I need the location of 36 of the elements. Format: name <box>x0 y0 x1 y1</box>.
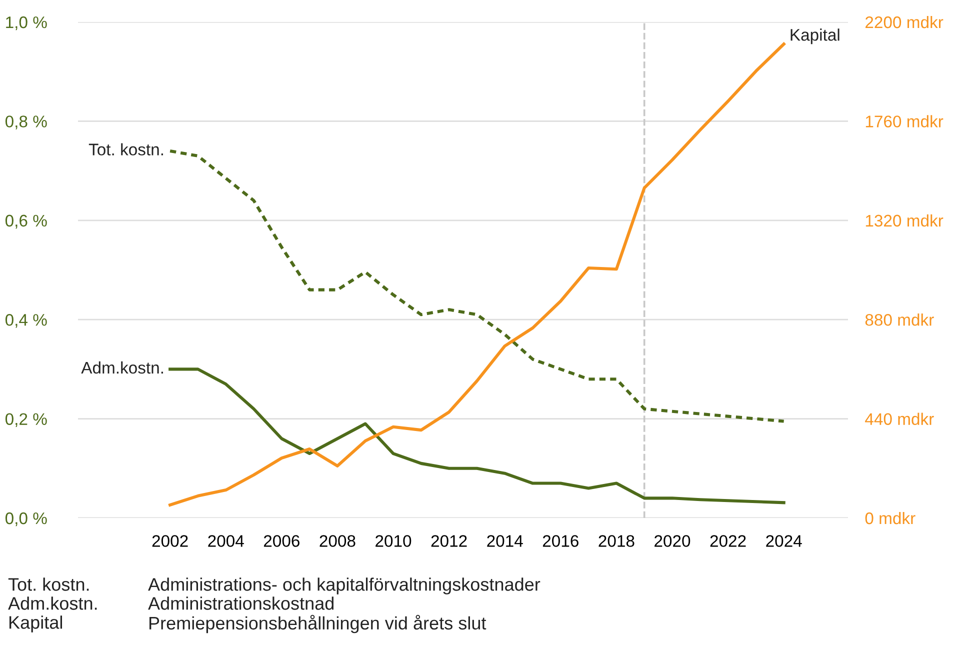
text: Adm.kostn. <box>8 596 97 610</box>
x-tick-label: 2008 <box>320 535 356 547</box>
y2-tick-label: 0 mdkr <box>865 512 916 524</box>
y-tick-label: 0,8 % <box>5 116 47 130</box>
x-tick-label: 2010 <box>376 535 412 547</box>
y2-tick-label: 1760 mdkr <box>866 115 944 128</box>
text: Administrationskostnad <box>148 596 334 610</box>
x-tick-label: 2002 <box>152 535 188 547</box>
x-tick-label: 2022 <box>710 535 746 547</box>
x-tick-label: 2016 <box>542 535 578 547</box>
y-tick-label: 0,4 % <box>5 314 47 328</box>
series-label: Adm.kostn. <box>81 361 163 374</box>
line-series <box>168 42 786 506</box>
x-tick-label: 2004 <box>208 535 244 547</box>
y2-tick-label: 1320 mdkr <box>866 214 944 227</box>
text: Administrations- och kapitalförvaltningskostnader <box>148 578 540 594</box>
x-tick-label: 2012 <box>431 535 467 547</box>
y-tick-label: 0,6 % <box>5 214 47 229</box>
text: Kapital <box>9 616 62 632</box>
x-tick-label: 2018 <box>598 535 634 547</box>
series-label: Tot. kostn. <box>88 143 163 156</box>
y-tick-label: 1,0 % <box>6 16 47 30</box>
y2-tick-label: 2200 mdkr <box>866 16 944 28</box>
y-tick-label: 0,2 % <box>5 413 47 427</box>
series-label: Kapital <box>790 28 840 44</box>
text: Tot. kostn. <box>8 578 89 591</box>
x-tick-label: 2014 <box>487 535 523 547</box>
x-tick-label: 2024 <box>766 535 802 547</box>
y2-tick-label: 880 mdkr <box>865 314 934 326</box>
line-series <box>168 368 786 504</box>
y-tick-label: 0,0 % <box>5 512 47 526</box>
x-tick-label: 2006 <box>264 535 300 547</box>
text: Premiepensionsbehållningen vid årets slut <box>149 614 486 634</box>
x-tick-label: 2020 <box>654 535 690 547</box>
line-series <box>168 149 786 423</box>
y2-tick-label: 440 mdkr <box>865 412 934 426</box>
